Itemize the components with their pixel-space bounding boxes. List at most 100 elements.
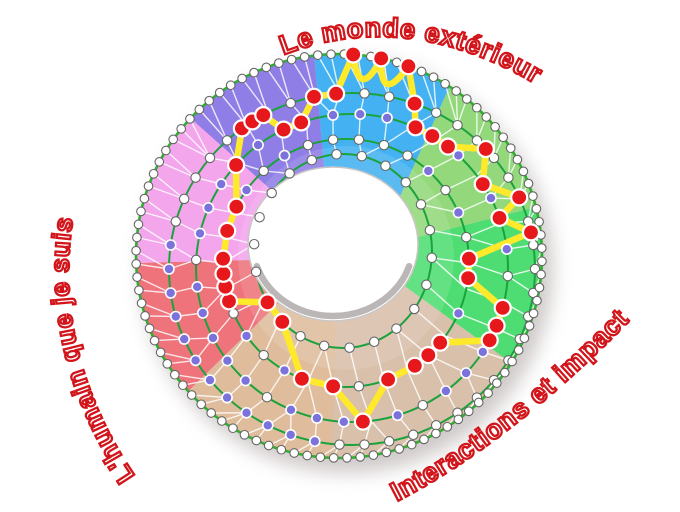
grid-node[interactable]	[383, 436, 395, 447]
outer-node[interactable]	[286, 54, 297, 65]
outer-node[interactable]	[155, 347, 166, 358]
grid-node[interactable]	[258, 165, 269, 177]
outer-node[interactable]	[261, 62, 272, 73]
grid-node[interactable]	[190, 254, 202, 266]
outer-node[interactable]	[162, 358, 173, 369]
score-node[interactable]	[476, 139, 495, 159]
grid-node[interactable]	[240, 184, 253, 196]
outer-node[interactable]	[299, 52, 310, 62]
outer-node[interactable]	[507, 356, 517, 367]
grid-node[interactable]	[221, 354, 234, 367]
outer-node[interactable]	[499, 367, 510, 378]
grid-node[interactable]	[248, 238, 260, 250]
outer-node[interactable]	[523, 178, 534, 189]
outer-node[interactable]	[251, 435, 262, 446]
grid-node[interactable]	[202, 202, 215, 214]
score-node[interactable]	[406, 118, 425, 137]
score-node[interactable]	[510, 188, 529, 207]
score-node[interactable]	[459, 249, 478, 268]
outer-node[interactable]	[442, 421, 453, 432]
grid-node[interactable]	[278, 364, 291, 377]
outer-node[interactable]	[536, 269, 546, 280]
grid-node[interactable]	[353, 134, 365, 145]
outer-node[interactable]	[237, 73, 247, 84]
outer-node[interactable]	[139, 193, 150, 204]
outer-node[interactable]	[143, 181, 154, 191]
outer-node[interactable]	[532, 295, 542, 306]
grid-node[interactable]	[424, 224, 436, 236]
grid-node[interactable]	[170, 216, 182, 227]
outer-node[interactable]	[228, 423, 238, 434]
score-node[interactable]	[493, 298, 512, 317]
outer-node[interactable]	[131, 245, 141, 256]
score-node[interactable]	[324, 377, 343, 396]
outer-node[interactable]	[463, 406, 474, 417]
grid-node[interactable]	[194, 227, 206, 240]
score-node[interactable]	[227, 197, 246, 216]
grid-node[interactable]	[356, 150, 368, 162]
outer-node[interactable]	[204, 95, 215, 106]
grid-node[interactable]	[528, 239, 539, 251]
outer-node[interactable]	[136, 206, 146, 217]
outer-node[interactable]	[132, 272, 142, 282]
grid-node[interactable]	[359, 439, 370, 450]
outer-node[interactable]	[483, 388, 493, 398]
score-node[interactable]	[423, 126, 442, 146]
score-node[interactable]	[459, 269, 478, 288]
score-node[interactable]	[273, 312, 292, 331]
outer-node[interactable]	[168, 134, 179, 145]
grid-node[interactable]	[178, 333, 190, 345]
grid-node[interactable]	[391, 409, 404, 422]
grid-node[interactable]	[381, 112, 393, 124]
outer-node[interactable]	[512, 154, 523, 165]
grid-node[interactable]	[327, 134, 339, 145]
score-node[interactable]	[405, 356, 424, 375]
grid-node[interactable]	[378, 139, 390, 151]
score-node[interactable]	[473, 175, 492, 194]
score-node[interactable]	[274, 120, 293, 139]
grid-node[interactable]	[285, 97, 296, 109]
grid-node[interactable]	[529, 263, 541, 275]
grid-node[interactable]	[426, 252, 438, 264]
grid-node[interactable]	[452, 307, 465, 320]
grid-node[interactable]	[353, 381, 365, 392]
grid-node[interactable]	[422, 165, 435, 177]
outer-node[interactable]	[225, 80, 236, 91]
grid-node[interactable]	[266, 187, 277, 199]
outer-node[interactable]	[328, 453, 339, 463]
outer-node[interactable]	[536, 243, 547, 253]
outer-node[interactable]	[342, 452, 352, 463]
grid-node[interactable]	[239, 374, 252, 387]
outer-node[interactable]	[534, 216, 544, 227]
outer-node[interactable]	[148, 168, 159, 179]
score-node[interactable]	[218, 221, 237, 240]
grid-node[interactable]	[400, 177, 412, 188]
outer-node[interactable]	[481, 112, 492, 122]
grid-node[interactable]	[461, 231, 472, 243]
grid-node[interactable]	[204, 152, 216, 164]
outer-node[interactable]	[186, 390, 197, 400]
grid-node[interactable]	[284, 428, 297, 441]
outer-node[interactable]	[194, 104, 205, 115]
grid-node[interactable]	[327, 109, 339, 121]
grid-node[interactable]	[415, 199, 427, 210]
grid-node[interactable]	[409, 303, 420, 315]
grid-node[interactable]	[204, 374, 216, 386]
grid-node[interactable]	[311, 412, 323, 424]
grid-node[interactable]	[440, 385, 452, 397]
grid-node[interactable]	[430, 107, 442, 118]
grid-node[interactable]	[318, 340, 330, 352]
score-node[interactable]	[254, 105, 273, 125]
outer-node[interactable]	[140, 311, 150, 321]
outer-node[interactable]	[428, 72, 439, 83]
score-node[interactable]	[327, 84, 346, 103]
score-node[interactable]	[292, 113, 311, 132]
outer-node[interactable]	[537, 256, 547, 267]
outer-node[interactable]	[249, 67, 259, 78]
grid-node[interactable]	[417, 399, 429, 411]
outer-node[interactable]	[176, 124, 187, 134]
outer-node[interactable]	[133, 219, 144, 230]
outer-node[interactable]	[519, 333, 530, 344]
grid-node[interactable]	[430, 420, 442, 431]
score-node[interactable]	[419, 346, 438, 365]
